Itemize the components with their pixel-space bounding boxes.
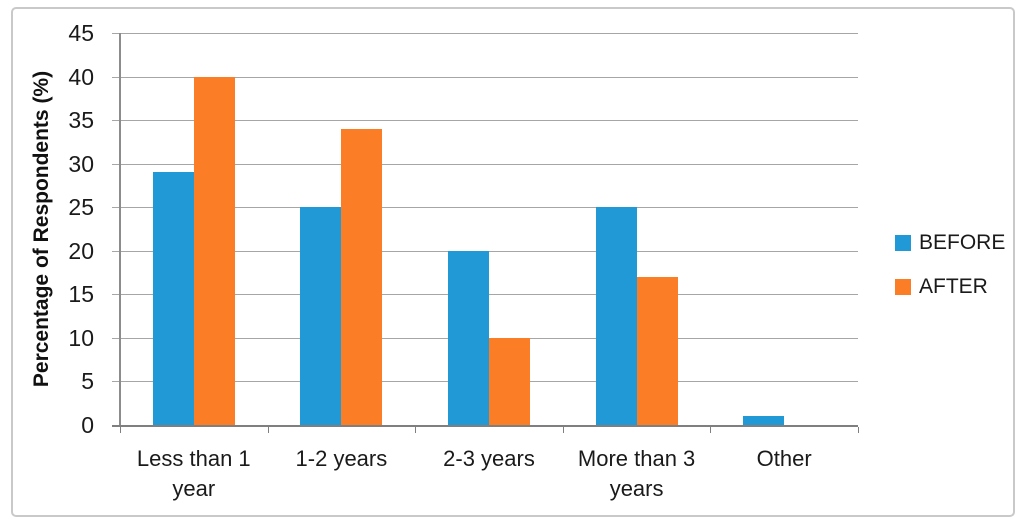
- x-axis-tick: [858, 427, 859, 433]
- y-tick-label: 10: [68, 324, 94, 351]
- x-axis-line: [112, 425, 858, 427]
- y-tick-label: 40: [68, 63, 94, 90]
- legend-item-after: AFTER: [895, 275, 1005, 299]
- y-tick-label: 20: [68, 237, 94, 264]
- legend-label: BEFORE: [919, 231, 1006, 254]
- bar-before-3: [448, 250, 489, 425]
- x-category-label: Other: [756, 446, 812, 471]
- x-category-label: More than 3 years: [577, 446, 696, 501]
- bar-before-4: [595, 207, 637, 425]
- gridline: [112, 163, 858, 165]
- bar-before-2: [300, 207, 342, 425]
- x-axis-tick: [710, 427, 712, 433]
- gridline: [112, 76, 858, 78]
- gridline: [112, 207, 858, 209]
- x-category-label: 2-3 years: [443, 446, 535, 471]
- legend-item-before: BEFORE: [895, 231, 1005, 255]
- legend-swatch-before: [895, 235, 911, 251]
- bar-after-1: [193, 76, 235, 425]
- bar-before-5: [743, 416, 785, 425]
- legend: BEFORE AFTER: [895, 231, 1005, 319]
- bar-after-3: [489, 337, 530, 425]
- y-tick-label: 30: [68, 150, 94, 177]
- y-axis-line: [119, 33, 121, 427]
- y-tick-label: 15: [68, 281, 94, 308]
- legend-swatch-after: [895, 279, 911, 295]
- bar-before-1: [152, 172, 194, 425]
- y-tick-label: 5: [81, 368, 94, 395]
- y-tick-label: 25: [68, 194, 94, 221]
- x-axis-tick: [562, 427, 564, 433]
- x-axis-tick: [120, 427, 121, 433]
- x-axis-tick: [267, 427, 269, 433]
- legend-label: AFTER: [919, 275, 988, 298]
- gridline: [112, 120, 858, 122]
- bar-after-4: [636, 276, 678, 425]
- bar-after-2: [341, 128, 383, 425]
- gridline: [112, 33, 858, 34]
- x-axis-tick: [415, 427, 417, 433]
- x-category-label: Less than 1 year: [136, 446, 251, 501]
- y-tick-label: 0: [81, 412, 94, 438]
- x-category-label: 1-2 years: [295, 446, 388, 471]
- y-tick-label: 45: [68, 20, 94, 46]
- y-tick-label: 35: [68, 107, 94, 134]
